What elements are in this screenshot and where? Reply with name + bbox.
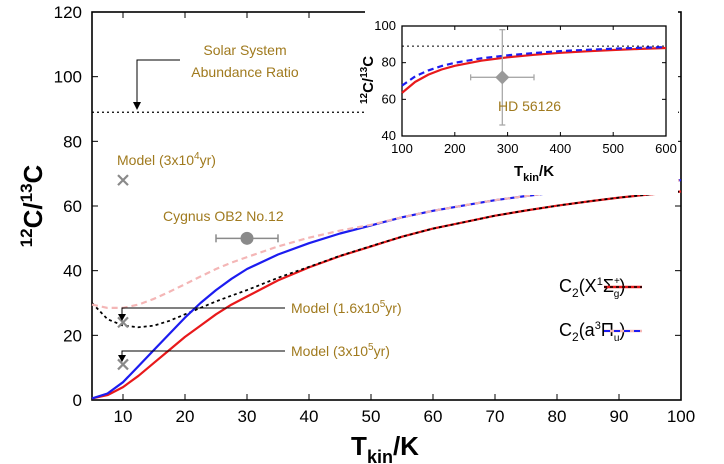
main-y-tick-label: 40	[63, 262, 82, 281]
solar-label-line1: Solar System	[203, 42, 286, 58]
inset-y-tick-label: 80	[382, 55, 396, 70]
inset-x-tick-label: 600	[655, 141, 677, 156]
inset-y-tick-label: 60	[382, 91, 396, 106]
inset-x-axis-label: Tkin/K	[514, 163, 554, 184]
model-1p6e5-pointer	[121, 307, 285, 318]
inset-x-tick-label: 100	[391, 141, 413, 156]
main-x-tick-label: 60	[424, 407, 443, 426]
hd56126-label: HD 56126	[498, 98, 561, 114]
hd56126-point-marker	[495, 70, 510, 85]
legend: C2(X1Σ+g) C2(a3Πu)	[559, 276, 642, 344]
main-x-axis-label: Tkin/K	[351, 431, 419, 464]
inset-x-tick-label: 400	[550, 141, 572, 156]
model-point-marker-1	[117, 316, 129, 329]
model-point-marker-0	[117, 174, 129, 186]
main-x-tick-label: 30	[238, 407, 257, 426]
cygnus-label: Cygnus OB2 No.12	[163, 208, 284, 224]
inset-series-line-1	[401, 46, 667, 87]
solar-label-line2: Abundance Ratio	[191, 64, 299, 80]
model-point-marker-2	[117, 358, 129, 371]
main-x-tick-label: 80	[548, 407, 567, 426]
model-3e5-label: Model (3x105yr)	[291, 342, 390, 359]
main-series-line-1	[91, 190, 682, 329]
main-x-tick-label: 90	[610, 407, 629, 426]
main-y-tick-label: 100	[54, 68, 82, 87]
main-plot: 10 20 30 40 50 60 70 80 90 100 0 20 40 60 80 100 120 Sol…	[17, 3, 695, 464]
main-y-tick-label: 80	[63, 132, 82, 151]
model-3e4-label: Model (3x104yr)	[117, 151, 216, 168]
main-x-tick-label: 100	[667, 407, 695, 426]
inset-background	[365, 5, 678, 195]
main-x-tick-label: 40	[300, 407, 319, 426]
inset-series-line-0	[401, 46, 667, 94]
cygnus-point-marker	[240, 231, 254, 245]
main-y-tick-label: 120	[54, 3, 82, 22]
inset-y-tick-label: 40	[382, 128, 396, 143]
inset-plot-frame	[401, 25, 667, 137]
main-y-tick-label: 60	[63, 197, 82, 216]
inset-x-tick-label: 300	[497, 141, 519, 156]
solar-label-pointer	[136, 59, 180, 108]
inset-plot: 100 200 300 400 500 600 40 60 80 100 HD 56126 Tki…	[359, 5, 678, 195]
main-x-tick-label: 10	[114, 407, 133, 426]
main-y-tick-label: 0	[73, 391, 82, 410]
inset-y-axis-label: 12C/13C	[359, 56, 377, 104]
model-1p6e5-label: Model (1.6x105yr)	[291, 299, 402, 316]
model-3e5-arrowhead	[118, 355, 126, 362]
main-x-tick-label: 20	[176, 407, 195, 426]
inset-y-tick-label: 100	[374, 18, 396, 33]
model-1p6e5-arrowhead	[118, 314, 126, 321]
inset-x-tick-label: 200	[444, 141, 466, 156]
main-y-axis-label: 12C/13C	[17, 164, 48, 247]
main-y-tick-label: 20	[63, 326, 82, 345]
inset-x-tick-label: 500	[602, 141, 624, 156]
solar-label-arrowhead	[133, 102, 141, 110]
main-x-tick-label: 70	[486, 407, 505, 426]
main-x-tick-label: 50	[362, 407, 381, 426]
